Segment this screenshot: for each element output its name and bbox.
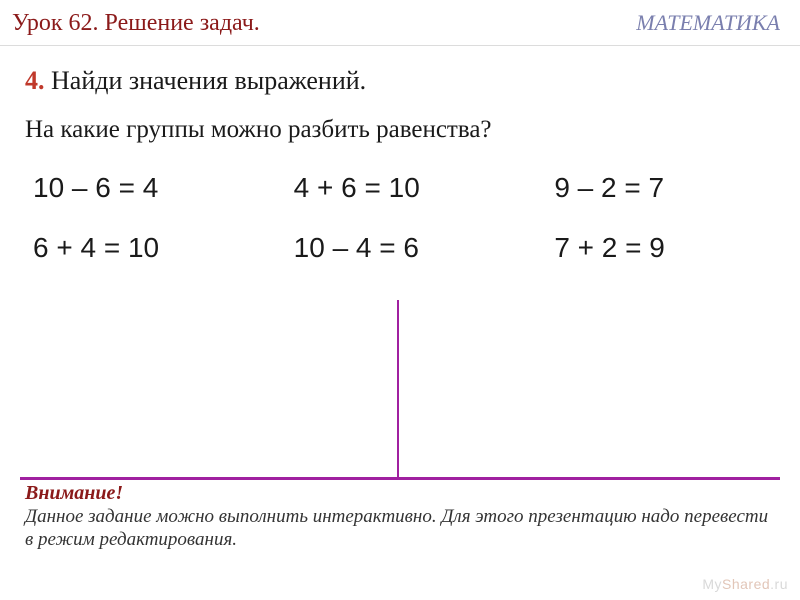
- watermark-part2: Shared: [722, 576, 770, 592]
- task-text: Найди значения выражений.: [51, 66, 366, 95]
- watermark-part3: .ru: [770, 576, 788, 592]
- horizontal-divider: [20, 477, 780, 480]
- lesson-title: Урок 62. Решение задач.: [12, 10, 260, 37]
- equation: 7 + 2 = 9: [554, 232, 775, 264]
- task-question: На какие группы можно разбить равенства?: [25, 116, 775, 144]
- divider-area: [20, 300, 780, 480]
- equation: 6 + 4 = 10: [33, 232, 254, 264]
- watermark: MyShared.ru: [702, 576, 788, 592]
- equation: 10 – 4 = 6: [294, 232, 515, 264]
- header: Урок 62. Решение задач. МАТЕМАТИКА: [0, 0, 800, 46]
- equation: 10 – 6 = 4: [33, 172, 254, 204]
- footer-note: Данное задание можно выполнить интеракти…: [25, 505, 775, 553]
- footer: Внимание! Данное задание можно выполнить…: [25, 482, 775, 553]
- attention-label: Внимание!: [25, 482, 775, 505]
- task-number: 4.: [25, 66, 45, 95]
- content-area: 4. Найди значения выражений. На какие гр…: [0, 46, 800, 264]
- equations-grid: 10 – 6 = 4 4 + 6 = 10 9 – 2 = 7 6 + 4 = …: [33, 172, 775, 264]
- equation: 4 + 6 = 10: [294, 172, 515, 204]
- task-instruction: 4. Найди значения выражений.: [25, 66, 775, 96]
- subject-label: МАТЕМАТИКА: [636, 10, 780, 36]
- watermark-part1: My: [702, 576, 722, 592]
- slide: Урок 62. Решение задач. МАТЕМАТИКА 4. На…: [0, 0, 800, 600]
- vertical-divider: [397, 300, 399, 478]
- equation: 9 – 2 = 7: [554, 172, 775, 204]
